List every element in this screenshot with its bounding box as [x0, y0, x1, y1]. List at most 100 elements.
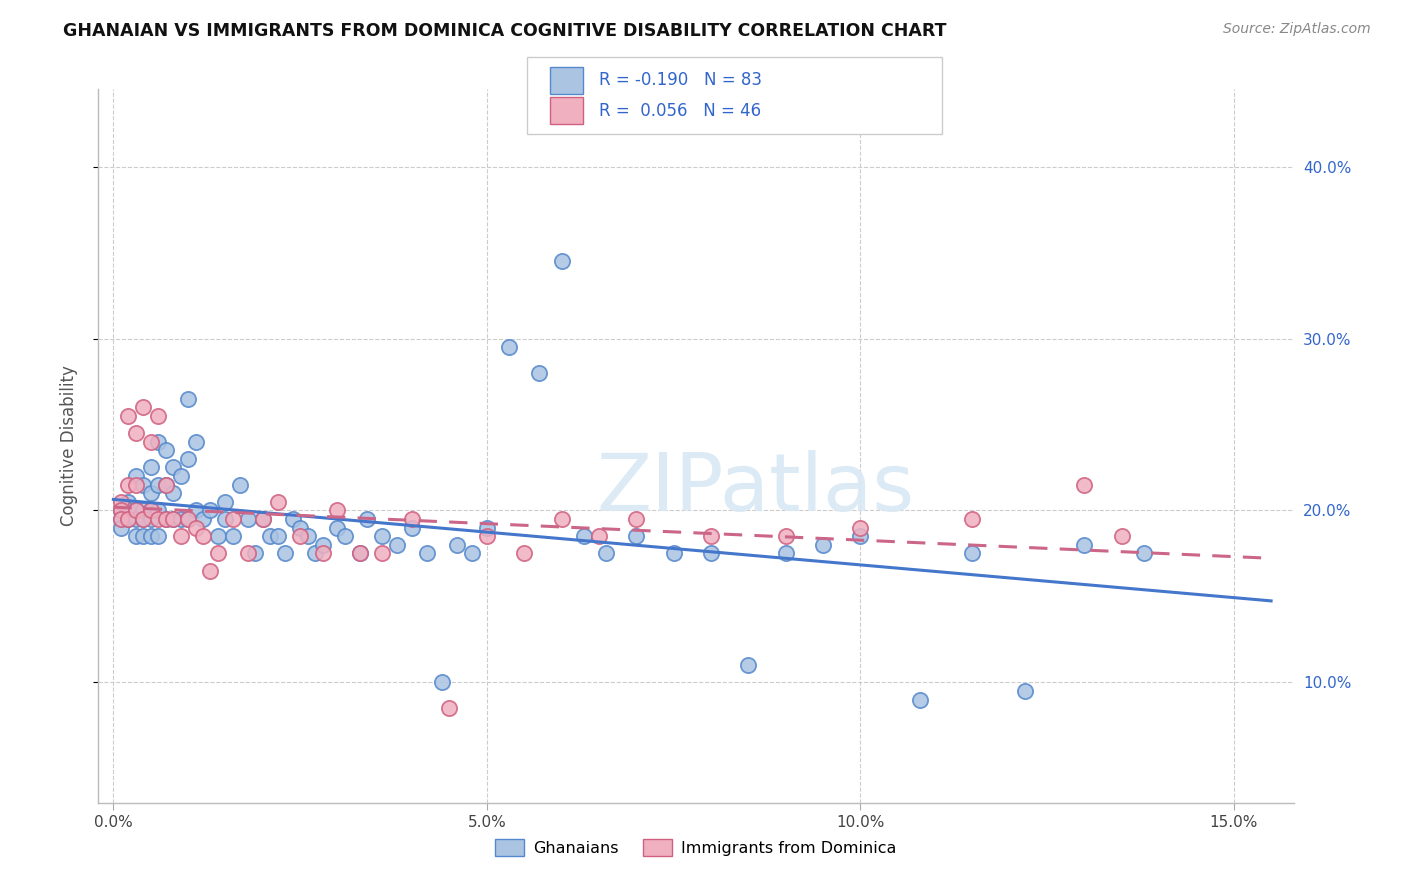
Point	[155, 477, 177, 491]
Point	[371, 529, 394, 543]
Point	[191, 529, 214, 543]
Point	[737, 658, 759, 673]
Point	[288, 529, 311, 543]
Text: GHANAIAN VS IMMIGRANTS FROM DOMINICA COGNITIVE DISABILITY CORRELATION CHART: GHANAIAN VS IMMIGRANTS FROM DOMINICA COG…	[63, 22, 946, 40]
Point	[236, 512, 259, 526]
Point	[200, 564, 222, 578]
Point	[148, 409, 170, 423]
Point	[191, 512, 214, 526]
Point	[297, 529, 319, 543]
Legend: Ghanaians, Immigrants from Dominica: Ghanaians, Immigrants from Dominica	[489, 832, 903, 863]
Point	[139, 503, 162, 517]
Point	[1014, 684, 1036, 698]
Point	[148, 477, 170, 491]
Point	[125, 503, 148, 517]
Point	[125, 503, 148, 517]
Point	[207, 529, 229, 543]
Point	[267, 529, 290, 543]
Point	[1073, 538, 1095, 552]
Point	[588, 529, 610, 543]
Point	[139, 503, 162, 517]
Point	[236, 546, 259, 560]
Point	[1111, 529, 1133, 543]
Point	[475, 521, 498, 535]
Point	[155, 477, 177, 491]
Point	[962, 546, 984, 560]
Point	[222, 512, 245, 526]
Point	[385, 538, 409, 552]
Point	[849, 529, 872, 543]
Text: ZIPatlas: ZIPatlas	[596, 450, 915, 528]
Point	[169, 469, 191, 483]
Point	[371, 546, 394, 560]
Point	[162, 512, 184, 526]
Point	[117, 512, 139, 526]
Point	[252, 512, 274, 526]
Point	[207, 546, 229, 560]
Point	[177, 451, 200, 466]
Point	[148, 529, 170, 543]
Point	[132, 512, 155, 526]
Point	[513, 546, 536, 560]
Point	[281, 512, 304, 526]
Point	[700, 546, 723, 560]
Point	[908, 692, 931, 706]
Point	[139, 460, 162, 475]
Point	[125, 477, 148, 491]
Point	[333, 529, 356, 543]
Point	[155, 512, 177, 526]
Point	[304, 546, 326, 560]
Point	[439, 701, 461, 715]
Point	[550, 254, 572, 268]
Point	[252, 512, 274, 526]
Point	[527, 366, 550, 380]
Point	[498, 340, 520, 354]
Point	[162, 486, 184, 500]
Point	[811, 538, 834, 552]
Point	[184, 434, 207, 449]
Point	[274, 546, 297, 560]
Point	[117, 409, 139, 423]
Point	[117, 495, 139, 509]
Point	[962, 512, 984, 526]
Point	[148, 503, 170, 517]
Point	[184, 503, 207, 517]
Text: R =  0.056   N = 46: R = 0.056 N = 46	[599, 102, 761, 120]
Point	[148, 434, 170, 449]
Point	[288, 521, 311, 535]
Point	[162, 460, 184, 475]
Point	[446, 538, 468, 552]
Point	[311, 538, 333, 552]
Point	[162, 512, 184, 526]
Point	[700, 529, 723, 543]
Point	[349, 546, 371, 560]
Point	[132, 401, 155, 415]
Point	[125, 512, 148, 526]
Point	[416, 546, 439, 560]
Point	[595, 546, 617, 560]
Point	[572, 529, 595, 543]
Point	[326, 521, 349, 535]
Point	[125, 426, 148, 441]
Point	[139, 434, 162, 449]
Point	[125, 469, 148, 483]
Point	[849, 521, 872, 535]
Point	[117, 512, 139, 526]
Point	[229, 477, 252, 491]
Point	[222, 529, 245, 543]
Point	[214, 495, 236, 509]
Point	[550, 512, 572, 526]
Point	[626, 529, 648, 543]
Point	[110, 521, 132, 535]
Text: R = -0.190   N = 83: R = -0.190 N = 83	[599, 70, 762, 89]
Point	[1073, 477, 1095, 491]
Point	[311, 546, 333, 560]
Point	[326, 503, 349, 517]
Point	[475, 529, 498, 543]
Point	[155, 512, 177, 526]
Point	[267, 495, 290, 509]
Point	[110, 512, 132, 526]
Point	[132, 512, 155, 526]
Point	[1133, 546, 1156, 560]
Point	[401, 521, 423, 535]
